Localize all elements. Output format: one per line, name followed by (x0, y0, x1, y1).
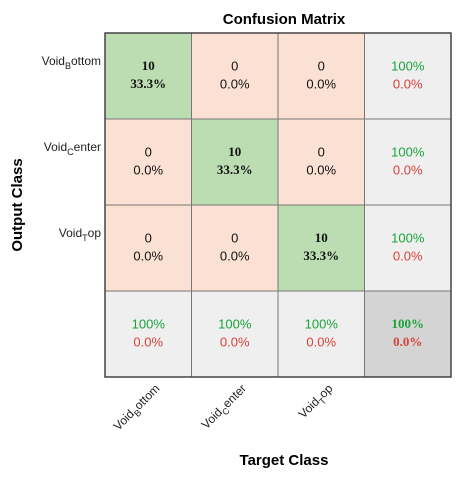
class-rest: ottom (131, 381, 162, 412)
cell-bottom: 0.0% (306, 76, 336, 91)
col-summary-top: 100% (305, 316, 339, 331)
y-label: Output Class (9, 158, 26, 251)
row-summary-top: 100% (391, 58, 425, 73)
cell-bottom: 0.0% (306, 162, 336, 177)
row-summary-cell (364, 32, 452, 120)
class-sub: T (82, 233, 88, 243)
cell-top: 10 (315, 230, 328, 245)
class-sub: C (67, 147, 74, 157)
col-label: VoidBottom (111, 381, 165, 435)
cell (191, 204, 279, 292)
cell (104, 32, 192, 120)
cell-top: 0 (231, 230, 238, 245)
cell-top: 10 (142, 58, 155, 73)
cell-top: 0 (318, 58, 325, 73)
row-summary-top: 100% (391, 144, 425, 159)
row-summary-top: 100% (391, 230, 425, 245)
col-summary-bottom: 0.0% (306, 334, 336, 349)
overall-bottom: 0.0% (393, 334, 422, 349)
col-summary-cell (191, 290, 279, 378)
class-sub: T (317, 396, 328, 407)
row-label: VoidTop (59, 226, 102, 243)
row-summary-bottom: 0.0% (393, 76, 423, 91)
cell-bottom: 33.3% (217, 162, 253, 177)
cell-bottom: 0.0% (133, 162, 163, 177)
frame (104, 32, 452, 378)
col-label: VoidTop (296, 381, 338, 423)
row-label: VoidBottom (42, 54, 101, 71)
cell-bottom: 0.0% (133, 248, 163, 263)
row-summary-bottom: 0.0% (393, 248, 423, 263)
class-main: Void (59, 226, 82, 240)
row-summary-cell (364, 118, 452, 206)
row-summary-cell (364, 204, 452, 292)
cell-bottom: 33.3% (303, 248, 339, 263)
col-summary-bottom: 0.0% (133, 334, 163, 349)
overall-cell (364, 290, 452, 378)
class-main: Void (42, 54, 65, 68)
cell-bottom: 33.3% (130, 76, 166, 91)
col-label: VoidCenter (199, 381, 252, 434)
cell (191, 118, 279, 206)
cell-top: 0 (318, 144, 325, 159)
class-rest: enter (220, 381, 249, 410)
title: Confusion Matrix (223, 11, 346, 28)
cell (104, 118, 192, 206)
cell-top: 0 (145, 144, 152, 159)
class-rest: enter (74, 140, 101, 154)
row-label: VoidCenter (44, 140, 101, 157)
cell-bottom: 0.0% (220, 76, 250, 91)
class-rest: ottom (71, 54, 101, 68)
col-summary-top: 100% (132, 316, 166, 331)
cell-top: 0 (145, 230, 152, 245)
cell-bottom: 0.0% (220, 248, 250, 263)
class-sub: B (132, 408, 143, 419)
col-summary-cell (277, 290, 365, 378)
cell-top: 10 (228, 144, 241, 159)
class-main: Void (44, 140, 67, 154)
class-rest: op (88, 226, 102, 240)
cell (277, 118, 365, 206)
overall-top: 100% (392, 316, 425, 331)
col-summary-top: 100% (218, 316, 252, 331)
class-sub: B (65, 61, 71, 71)
x-label: Target Class (240, 452, 329, 469)
cell (191, 32, 279, 120)
cell-top: 0 (231, 58, 238, 73)
row-summary-bottom: 0.0% (393, 162, 423, 177)
col-summary-bottom: 0.0% (220, 334, 250, 349)
